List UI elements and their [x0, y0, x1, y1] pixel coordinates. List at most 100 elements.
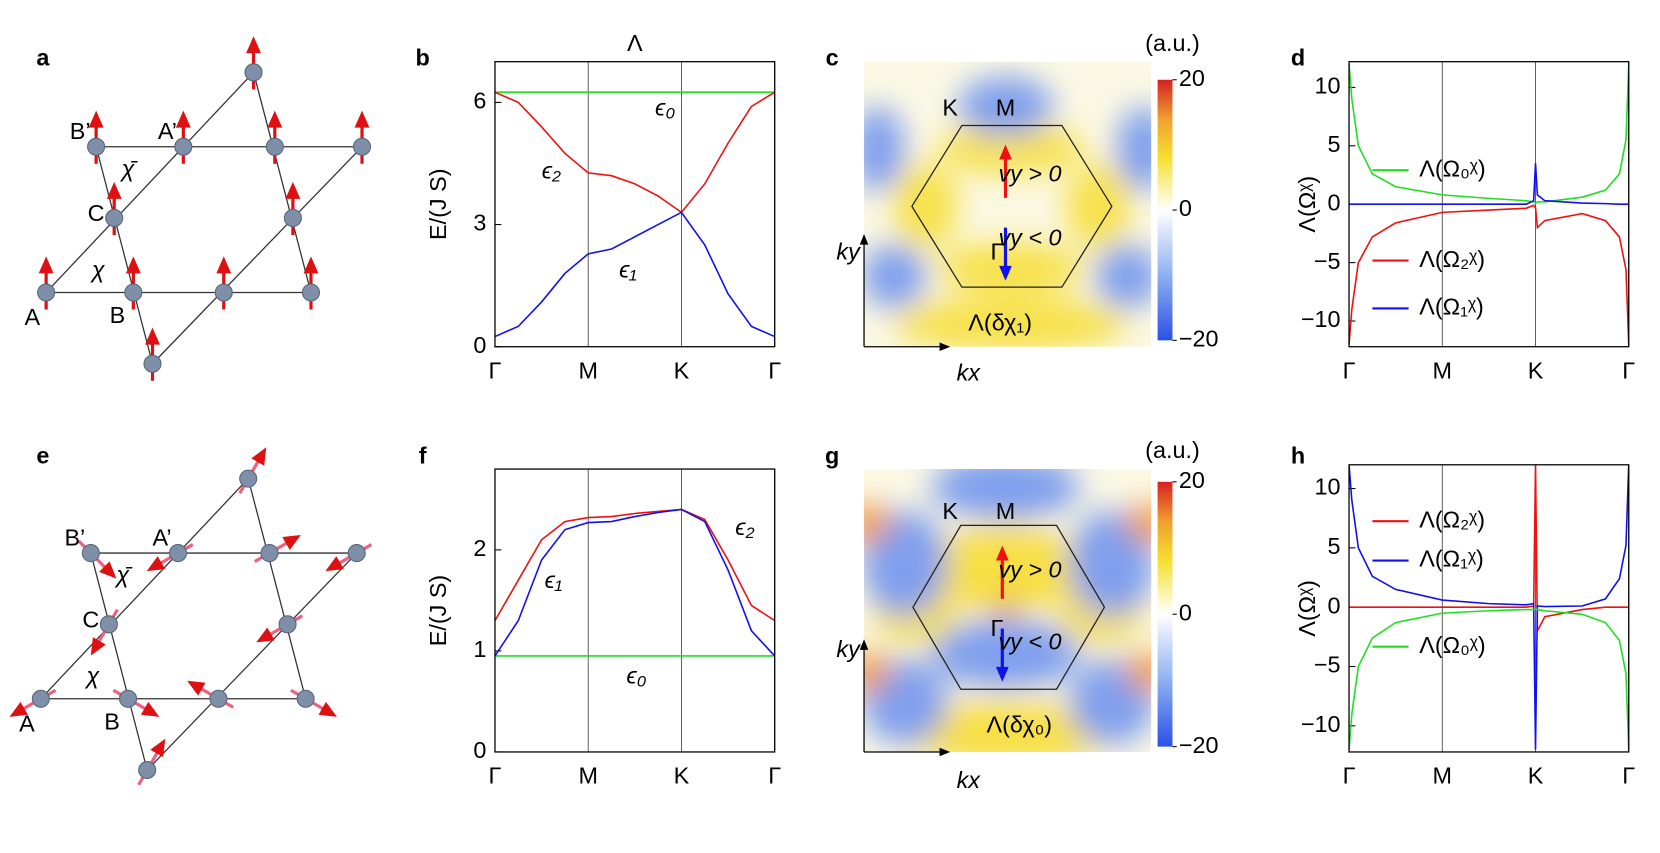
- annotation: Γ: [991, 238, 1004, 264]
- lattice-label: B’: [70, 118, 91, 144]
- heatmap-blob: [864, 504, 891, 543]
- atom: [168, 544, 188, 563]
- atom: [124, 283, 143, 302]
- series-line: [1349, 204, 1629, 345]
- heatmap-blob: [994, 599, 1017, 617]
- curve-label: ϵ₂: [735, 514, 754, 540]
- heatmap-field: [864, 469, 1152, 752]
- lattice-label: B: [104, 708, 120, 734]
- heatmap-blob: [1069, 510, 1152, 617]
- bond: [252, 72, 312, 293]
- spin-head: [9, 701, 28, 717]
- spin-head: [354, 110, 370, 128]
- chart-title: Λ: [627, 30, 643, 56]
- legend-label: Λ(Ω₀ᵡ): [1419, 632, 1485, 658]
- panel-letter: h: [1291, 443, 1305, 469]
- x-tick-label: Γ: [489, 763, 502, 789]
- x-tick-label: M: [1433, 763, 1452, 789]
- heatmap-blobs: [864, 469, 1152, 752]
- atom: [244, 63, 263, 82]
- colorbar-tick-label: 0: [1179, 195, 1192, 221]
- annotation: kx: [957, 360, 982, 386]
- spin-head: [246, 36, 261, 54]
- spin-head: [140, 701, 160, 717]
- lattice-label: A’: [158, 118, 177, 144]
- atom: [265, 137, 284, 156]
- atom: [31, 689, 50, 708]
- heatmap-blob: [864, 244, 926, 309]
- legend-label: Λ(Ω₂ᵡ): [1419, 506, 1485, 532]
- atom: [105, 208, 124, 228]
- spin-head: [187, 680, 206, 696]
- annotation: ky: [836, 636, 861, 662]
- legend-label: Λ(Ω₂ᵡ): [1419, 246, 1485, 272]
- y-tick-label: 0: [1328, 189, 1341, 215]
- legend-label: Λ(Ω₀ᵡ): [1419, 155, 1485, 181]
- y-tick-label: 0: [473, 332, 486, 358]
- atom: [347, 544, 366, 563]
- legend-label: Λ(Ω₁ᵡ): [1419, 546, 1484, 572]
- annotation: K: [942, 498, 958, 524]
- annotation: vy > 0: [998, 556, 1061, 582]
- y-tick-label: −5: [1314, 652, 1341, 678]
- panel-letter: b: [416, 45, 430, 71]
- x-tick-label: K: [1528, 357, 1544, 383]
- heatmap-blob: [1125, 653, 1152, 692]
- colorbar-label: (a.u.): [1145, 437, 1200, 463]
- heatmap-blob: [925, 526, 1086, 612]
- y-axis-label: Λ(Ωᵡ): [1294, 176, 1320, 233]
- lattice-label: C: [88, 200, 105, 226]
- panel-letter: d: [1291, 45, 1305, 71]
- panel-letter: e: [36, 443, 49, 469]
- spin-head: [216, 256, 232, 274]
- y-tick-label: 1: [473, 636, 486, 662]
- plot-frame: [494, 468, 776, 753]
- y-tick-label: 5: [1328, 131, 1341, 157]
- arrow-head: [995, 666, 1009, 682]
- lattice-label: C: [82, 606, 99, 632]
- y-axis-label: E/(J S): [425, 575, 451, 646]
- spin-head: [282, 534, 301, 550]
- annotation: vy < 0: [998, 224, 1061, 250]
- lattice-label: B’: [64, 524, 85, 550]
- atom: [260, 544, 279, 563]
- annotation: vy < 0: [998, 629, 1061, 655]
- series-line: [1349, 163, 1629, 206]
- series-line: [494, 211, 775, 338]
- heatmap-blob: [936, 123, 1086, 175]
- x-tick-label: Γ: [489, 357, 502, 383]
- arrow-head: [999, 265, 1012, 281]
- atom: [239, 469, 258, 488]
- heatmap-field: [864, 61, 1152, 347]
- panel-letter: c: [826, 45, 839, 71]
- heatmap-blob: [1125, 504, 1152, 543]
- atom: [296, 689, 315, 708]
- heatmap-blob: [864, 510, 947, 617]
- arrow-head: [939, 342, 951, 351]
- legend-label: Λ(Ω₁ᵡ): [1419, 294, 1484, 320]
- annotation: Λ(δχ₁): [968, 310, 1032, 336]
- atom: [209, 689, 228, 708]
- atom: [214, 283, 233, 302]
- y-tick-label: 10: [1315, 474, 1341, 500]
- heatmap-blob: [864, 653, 891, 692]
- series-line: [1349, 63, 1629, 204]
- plot-frame: [1348, 464, 1630, 753]
- y-tick-label: 0: [1328, 592, 1341, 618]
- series-line: [494, 508, 775, 657]
- bond: [247, 478, 307, 699]
- colorbar: [1157, 481, 1173, 747]
- atom: [37, 283, 56, 302]
- arrow-head: [859, 639, 869, 650]
- annotation: M: [996, 95, 1015, 121]
- colorbar-tick-label: 20: [1179, 65, 1205, 91]
- lattice-label: A: [25, 304, 41, 330]
- arrow-head: [995, 545, 1009, 561]
- spin-head: [146, 556, 166, 572]
- x-tick-label: Γ: [1343, 763, 1356, 789]
- heatmap-blob: [1066, 163, 1130, 249]
- spin-head: [88, 110, 104, 128]
- curve-label: ϵ₁: [619, 256, 637, 282]
